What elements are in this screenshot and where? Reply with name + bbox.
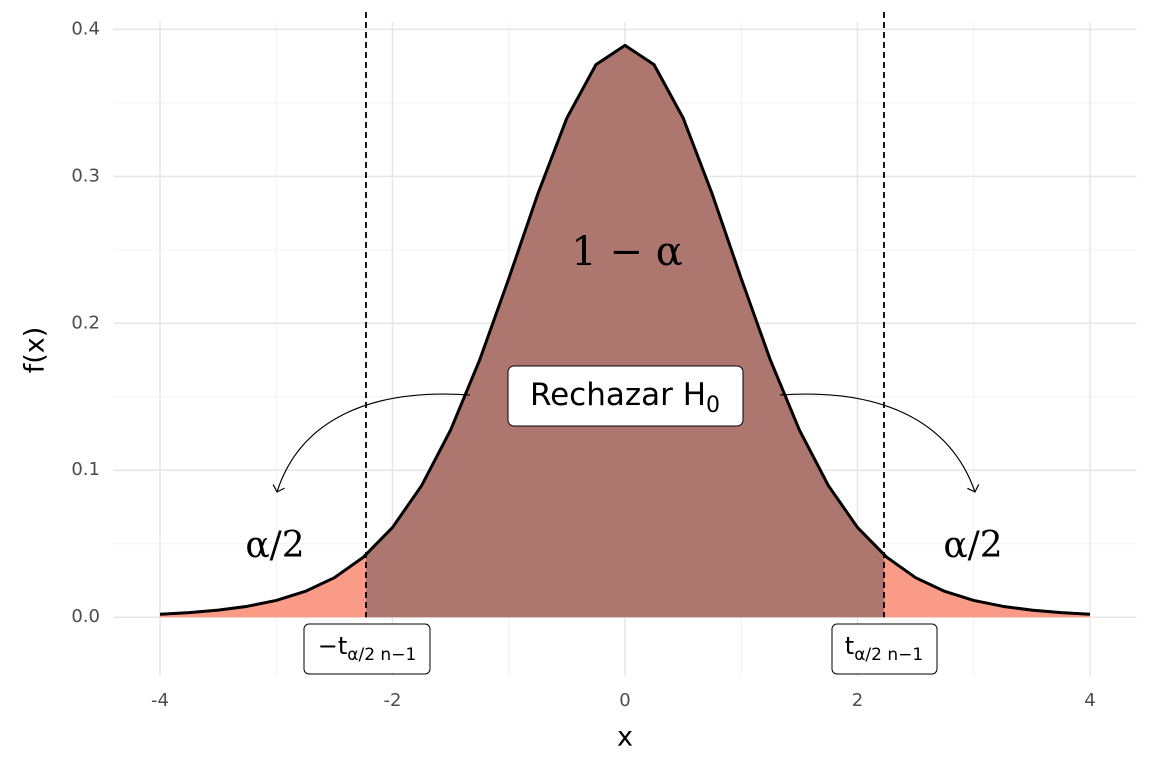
x-tick-label: -2: [384, 690, 402, 711]
y-tick-label: 0.3: [71, 165, 100, 186]
density-line: [159, 43, 1091, 616]
label-sub: α/2 n−1: [854, 645, 923, 665]
arrow: [779, 393, 980, 493]
x-tick-label: 4: [1084, 690, 1095, 711]
y-tick-label: 0.1: [71, 459, 100, 480]
label-text: Rechazar H: [530, 377, 706, 413]
x-tick-label: -4: [151, 690, 169, 711]
label-text: −t: [318, 632, 348, 660]
y-axis-title: f(x): [20, 327, 51, 374]
critical-label: tα/2 n−1: [845, 632, 923, 665]
y-tick-label: 0.4: [71, 18, 100, 39]
x-tick-label: 0: [619, 690, 630, 711]
label-text: t: [845, 632, 854, 660]
x-axis-title: x: [617, 722, 633, 753]
areas: [160, 45, 1090, 618]
tail-label: α/2: [943, 525, 1002, 566]
label-sub: 0: [706, 393, 720, 418]
center-label: 1 − α: [571, 229, 682, 275]
critical-label: −tα/2 n−1: [318, 632, 417, 665]
x-tick-label: 2: [852, 690, 863, 711]
tail-label: α/2: [245, 525, 304, 566]
label-box: [507, 365, 744, 427]
overlay: [159, 12, 1091, 618]
label-sub: α/2 n−1: [347, 645, 416, 665]
y-tick-label: 0.0: [71, 606, 100, 627]
y-tick-label: 0.2: [71, 312, 100, 333]
label-box: [831, 623, 938, 675]
rejection-label: Rechazar H0: [530, 377, 720, 419]
arrow: [272, 393, 471, 493]
center-area: [365, 45, 885, 618]
label-box: [303, 623, 431, 675]
